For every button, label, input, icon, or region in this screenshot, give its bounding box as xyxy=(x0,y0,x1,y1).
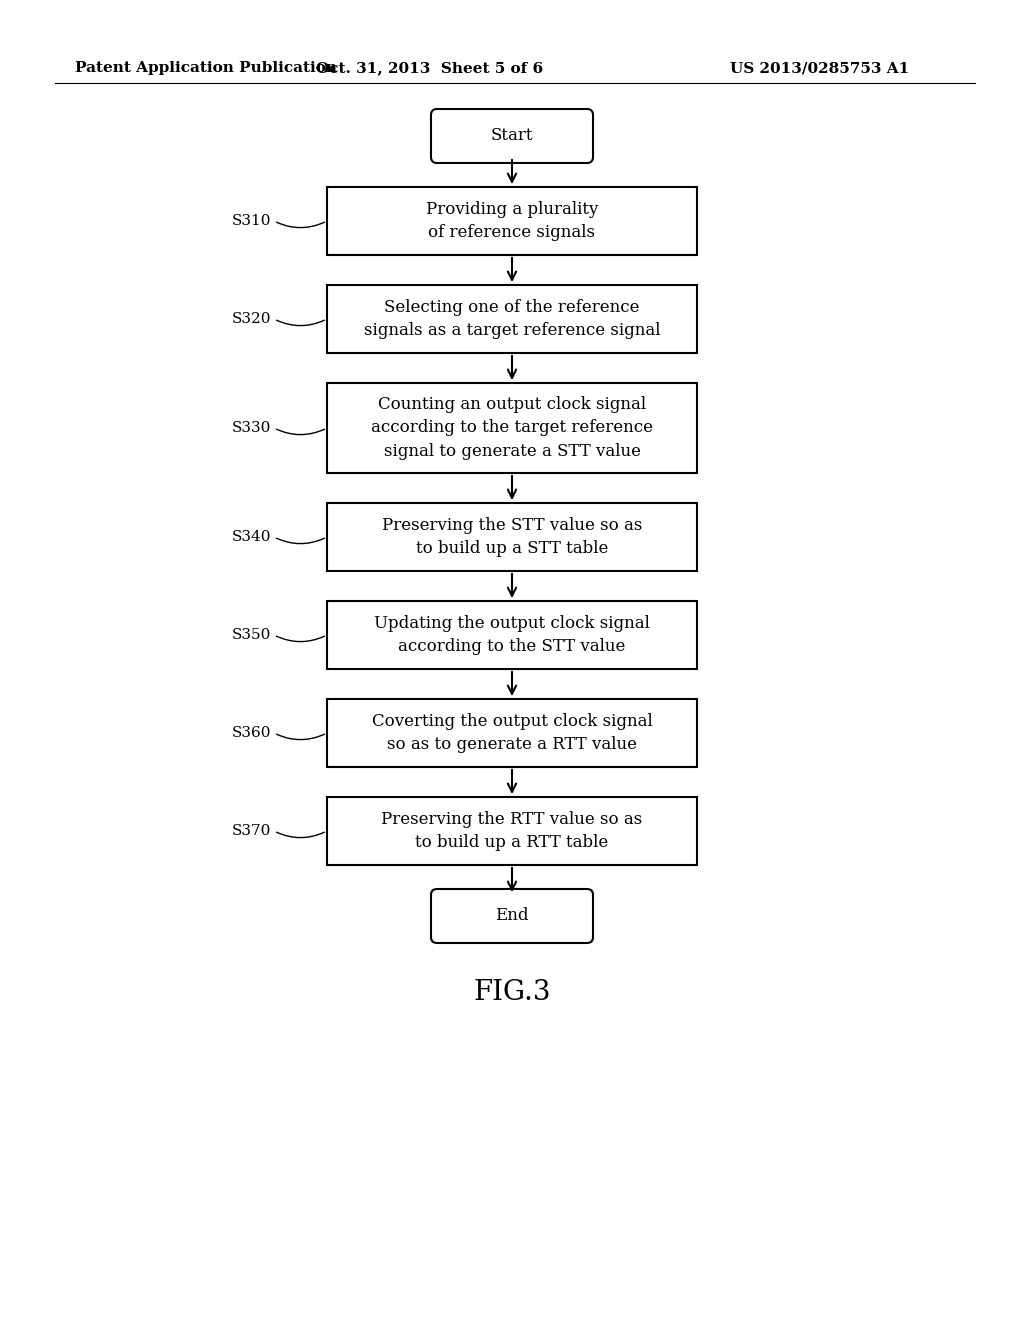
Text: S310: S310 xyxy=(232,214,271,228)
Bar xyxy=(327,285,697,352)
Text: Selecting one of the reference
signals as a target reference signal: Selecting one of the reference signals a… xyxy=(364,298,660,339)
Bar xyxy=(327,187,697,255)
Text: S360: S360 xyxy=(232,726,271,741)
Text: US 2013/0285753 A1: US 2013/0285753 A1 xyxy=(730,61,909,75)
Text: End: End xyxy=(496,908,528,924)
Text: Providing a plurality
of reference signals: Providing a plurality of reference signa… xyxy=(426,201,598,242)
Text: S350: S350 xyxy=(232,628,271,642)
FancyBboxPatch shape xyxy=(431,888,593,942)
Text: Counting an output clock signal
according to the target reference
signal to gene: Counting an output clock signal accordin… xyxy=(371,396,653,459)
Text: Updating the output clock signal
according to the STT value: Updating the output clock signal accordi… xyxy=(374,615,650,655)
Text: Preserving the STT value so as
to build up a STT table: Preserving the STT value so as to build … xyxy=(382,516,642,557)
FancyBboxPatch shape xyxy=(431,110,593,162)
Text: Oct. 31, 2013  Sheet 5 of 6: Oct. 31, 2013 Sheet 5 of 6 xyxy=(316,61,544,75)
Text: FIG.3: FIG.3 xyxy=(473,978,551,1006)
Bar xyxy=(327,601,697,669)
Text: S330: S330 xyxy=(232,421,271,436)
Bar xyxy=(327,700,697,767)
Text: S340: S340 xyxy=(232,531,271,544)
Text: Start: Start xyxy=(490,128,534,144)
Bar xyxy=(327,383,697,473)
Text: S320: S320 xyxy=(232,312,271,326)
Text: Coverting the output clock signal
so as to generate a RTT value: Coverting the output clock signal so as … xyxy=(372,713,652,754)
Text: S370: S370 xyxy=(232,824,271,838)
Text: Patent Application Publication: Patent Application Publication xyxy=(75,61,337,75)
Text: Preserving the RTT value so as
to build up a RTT table: Preserving the RTT value so as to build … xyxy=(381,810,643,851)
Bar xyxy=(327,503,697,572)
Bar xyxy=(327,797,697,865)
